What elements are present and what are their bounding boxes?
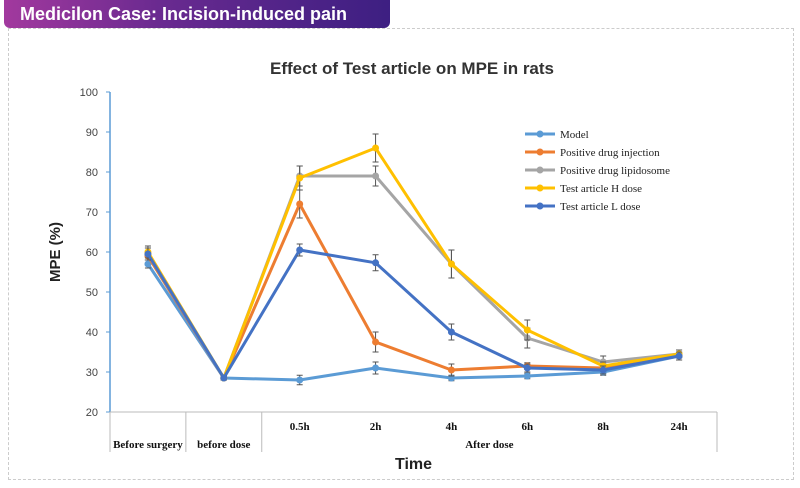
x-group-label: After dose <box>465 439 513 451</box>
x-tick-label: 2h <box>370 421 382 433</box>
y-tick-label: 100 <box>80 87 98 99</box>
data-point <box>599 366 607 374</box>
legend-marker <box>536 184 544 192</box>
x-tick-label: 0.5h <box>290 421 310 433</box>
data-point <box>144 260 152 268</box>
data-point <box>523 364 531 372</box>
x-group-label: before dose <box>197 439 250 451</box>
legend-label: Positive drug lipidosome <box>560 165 670 177</box>
data-point <box>220 374 228 382</box>
data-point <box>523 372 531 380</box>
legend-label: Model <box>560 129 589 141</box>
x-tick-label: 24h <box>671 421 688 433</box>
series-line-1 <box>146 202 680 380</box>
data-point <box>372 338 380 346</box>
data-point <box>296 200 304 208</box>
y-tick-label: 60 <box>86 247 98 259</box>
data-point <box>296 246 304 254</box>
data-point <box>675 352 683 360</box>
data-point <box>447 366 455 374</box>
data-point <box>372 364 380 372</box>
series-line-3 <box>146 146 680 380</box>
x-axis-label: Time <box>395 456 432 473</box>
legend-marker <box>536 148 544 156</box>
y-tick-label: 30 <box>86 367 98 379</box>
x-tick-label: 6h <box>522 421 534 433</box>
data-point <box>296 376 304 384</box>
data-point <box>372 144 380 152</box>
x-tick-label: 4h <box>446 421 458 433</box>
chart-frame <box>8 28 794 480</box>
legend-marker <box>536 202 544 210</box>
legend-marker <box>536 130 544 138</box>
legend-label: Test article L dose <box>560 201 640 213</box>
x-group-label: Before surgery <box>113 439 183 451</box>
series-line-4 <box>146 248 680 380</box>
legend-label: Positive drug injection <box>560 147 660 159</box>
y-tick-label: 80 <box>86 167 98 179</box>
legend-label: Test article H dose <box>560 183 642 195</box>
data-point <box>523 326 531 334</box>
legend-marker <box>536 166 544 174</box>
data-point <box>296 174 304 182</box>
banner-title: Medicilon Case: Incision-induced pain mo… <box>4 0 390 52</box>
x-tick-label: 8h <box>597 421 609 433</box>
data-point <box>372 259 380 267</box>
data-point <box>144 250 152 258</box>
chart-title: Effect of Test article on MPE in rats <box>270 59 554 78</box>
y-axis-label: MPE (%) <box>47 222 64 282</box>
data-point <box>447 260 455 268</box>
series-line-0 <box>146 263 680 382</box>
y-tick-label: 50 <box>86 287 98 299</box>
y-tick-label: 40 <box>86 327 98 339</box>
data-point <box>372 172 380 180</box>
y-tick-label: 20 <box>86 407 98 419</box>
y-tick-label: 90 <box>86 127 98 139</box>
data-point <box>447 328 455 336</box>
y-tick-label: 70 <box>86 207 98 219</box>
